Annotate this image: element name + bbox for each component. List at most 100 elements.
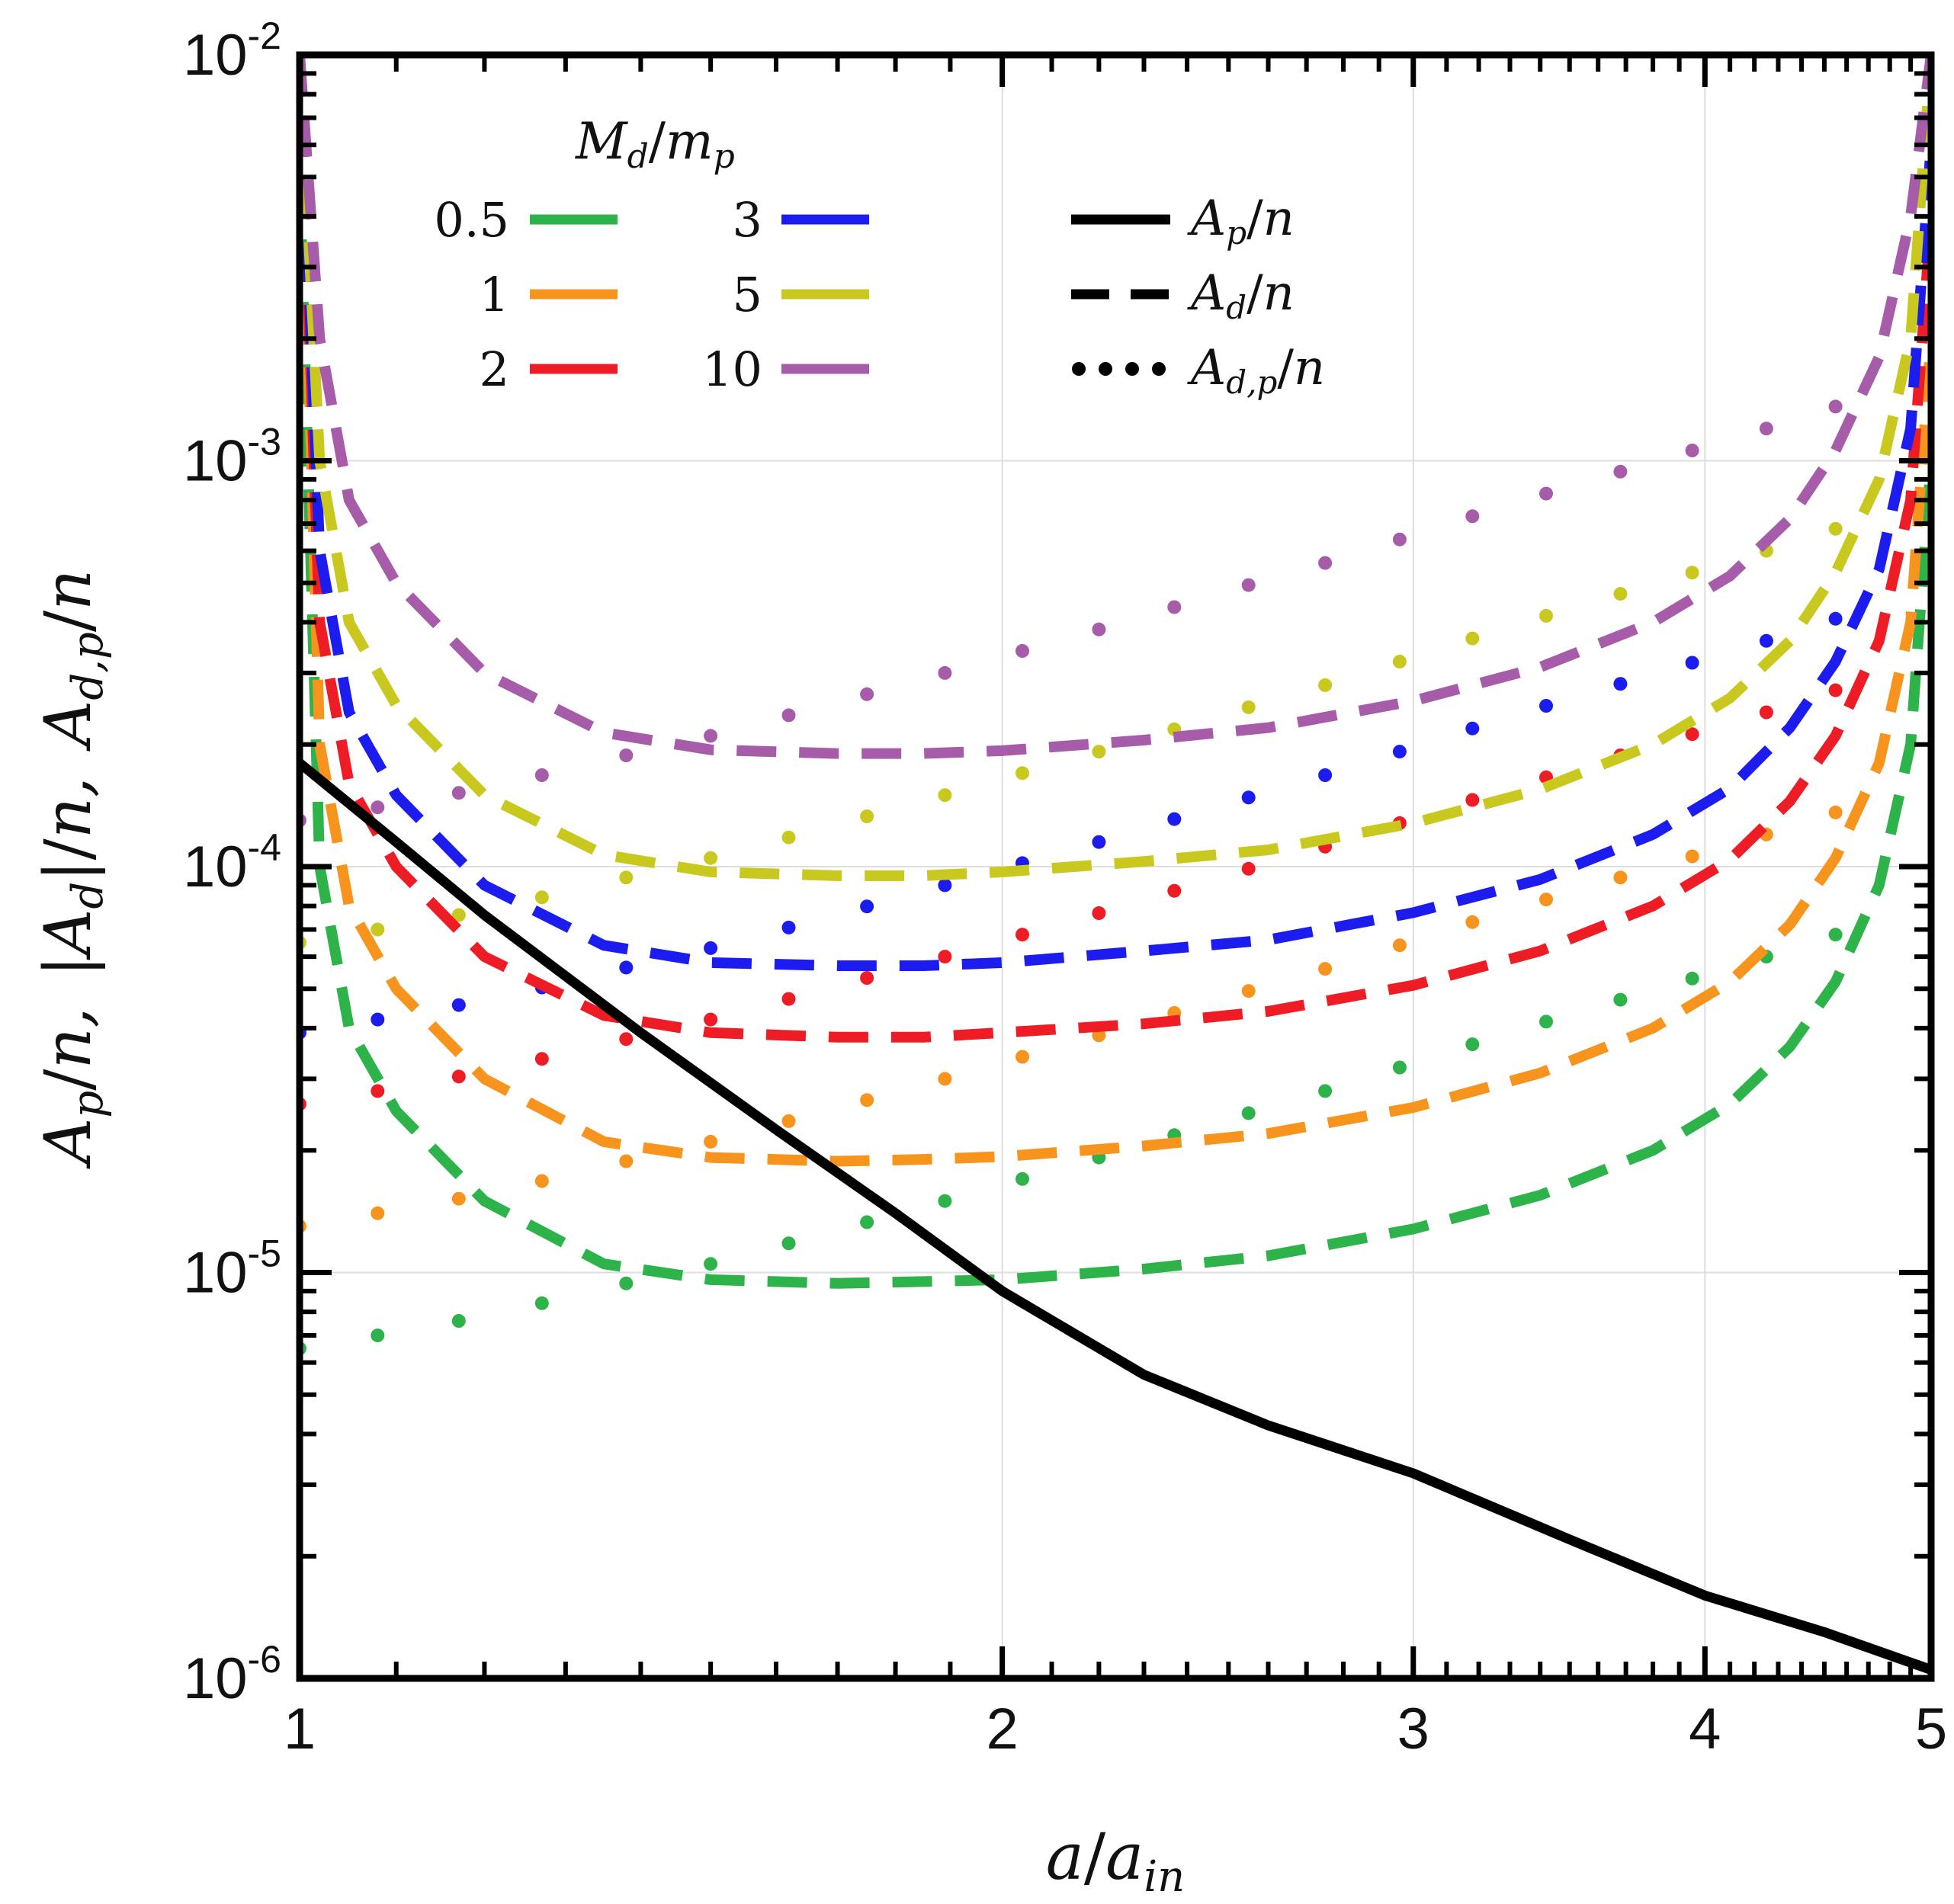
data-point (938, 950, 952, 964)
data-point (1241, 790, 1256, 805)
data-point (704, 1012, 718, 1027)
data-point (1539, 486, 1553, 501)
y-axis-label: Ap/n,|Ad|/n,Ad,p/n (30, 569, 113, 1170)
data-point (704, 1134, 718, 1149)
disk-planet-series-5 (300, 521, 1843, 950)
legend-title: Md/mp (575, 112, 735, 176)
data-point (1685, 849, 1699, 864)
data-point (860, 1093, 874, 1107)
disk-planet-series-1 (300, 805, 1843, 1233)
y-tick-label: 10-4 (183, 826, 281, 899)
data-point (1016, 766, 1029, 781)
data-point (1167, 812, 1182, 826)
data-point (1613, 587, 1628, 601)
disk-planet-series-3 (300, 611, 1843, 1040)
data-point (371, 800, 385, 815)
data-point (1685, 971, 1699, 986)
disk-planet-series-10 (300, 399, 1843, 828)
data-point (1318, 962, 1333, 976)
data-point (1392, 655, 1407, 668)
data-point (1392, 532, 1407, 547)
data-point (371, 1206, 385, 1220)
data-point (1539, 893, 1553, 907)
data-point (1465, 793, 1480, 807)
data-point (704, 729, 718, 743)
data-point (938, 878, 952, 893)
data-point (451, 998, 466, 1012)
data-point (1685, 444, 1699, 457)
data-point (1465, 509, 1480, 524)
data-point (1318, 556, 1333, 570)
data-point (781, 992, 796, 1006)
data-point (534, 1174, 549, 1188)
data-point (1241, 861, 1256, 876)
data-point (1685, 566, 1699, 580)
data-point (1016, 644, 1029, 658)
disk-curve-series-2 (300, 55, 1931, 1043)
data-point (1613, 992, 1628, 1007)
legend-mass-ratio: Md/mp 0.5 1 2 3 5 10 (434, 112, 869, 397)
data-point (1167, 883, 1182, 898)
data-point (619, 1276, 634, 1290)
y-tick-label: 10-3 (183, 421, 281, 494)
disk-curve-series-5 (300, 55, 1931, 881)
data-point (619, 1154, 634, 1168)
x-tick-label: 4 (1689, 1697, 1721, 1761)
data-point (704, 1257, 718, 1271)
data-point (1465, 1037, 1480, 1052)
legend-mass-label: 5 (733, 267, 762, 322)
data-point (619, 748, 634, 762)
disk-curves-layer (300, 55, 1931, 1289)
data-point (1167, 600, 1182, 614)
data-point (1828, 928, 1843, 942)
data-point (1392, 938, 1407, 953)
data-point (1092, 622, 1106, 636)
data-point (1759, 633, 1773, 648)
disk-planet-points-layer (300, 399, 1843, 1356)
disk-curve-series-10 (300, 55, 1931, 759)
data-point (451, 1069, 466, 1084)
data-point (534, 1052, 549, 1066)
legend-label-ap: Ap/n (1187, 191, 1295, 252)
data-point (781, 920, 796, 934)
data-point (781, 708, 796, 723)
data-point (1241, 578, 1256, 592)
data-point (781, 1236, 796, 1251)
data-point (1016, 1172, 1029, 1186)
legend-mass-label: 3 (733, 192, 762, 248)
x-tick-label: 3 (1397, 1697, 1429, 1761)
data-point (1539, 608, 1553, 623)
legend-swatch-dotted (1072, 362, 1166, 376)
disk-planet-series-0.5 (300, 928, 1843, 1356)
data-point (1465, 915, 1480, 929)
data-point (1685, 727, 1699, 742)
planet-curve (300, 759, 1931, 1675)
disk-curve-series-0.5 (300, 177, 1931, 1289)
data-point (1092, 835, 1106, 849)
data-point (534, 768, 549, 782)
x-axis-label: a/ain (1046, 1819, 1185, 1902)
data-layer (300, 55, 1931, 1675)
data-point (451, 1314, 466, 1328)
data-point (1828, 805, 1843, 819)
data-point (1016, 1050, 1029, 1064)
data-point (1828, 521, 1843, 536)
data-point (938, 1072, 952, 1086)
data-point (1241, 700, 1256, 714)
data-point (781, 1114, 796, 1128)
legend-line-style: Ap/n Ad/n Ad,p/n (1071, 191, 1325, 401)
y-tick-label: 10-5 (183, 1232, 281, 1306)
data-point (1318, 1084, 1333, 1098)
data-point (938, 665, 952, 680)
data-point (1613, 677, 1628, 691)
data-point (619, 960, 634, 975)
data-point (1392, 745, 1407, 759)
data-point (860, 1215, 874, 1229)
data-point (371, 922, 385, 937)
legend-mass-label: 1 (480, 267, 509, 322)
legend-label-adp: Ad,p/n (1187, 340, 1325, 401)
data-point (938, 1194, 952, 1208)
disk-curve-series-3 (300, 55, 1931, 971)
x-tick-label: 5 (1915, 1697, 1947, 1761)
